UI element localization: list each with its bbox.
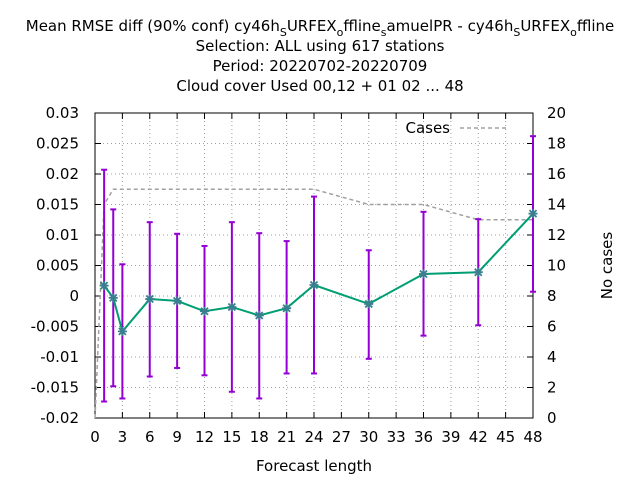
- data-point-marker: [145, 294, 155, 304]
- data-point-marker: [309, 280, 319, 290]
- x-tick-label: 6: [145, 428, 155, 446]
- diff-series: [99, 209, 538, 336]
- y2-tick-label: 12: [547, 226, 566, 244]
- data-point-marker: [172, 296, 182, 306]
- y2-tick-label: 14: [547, 196, 566, 214]
- data-point-marker: [117, 326, 127, 336]
- y2-tick-label: 18: [547, 135, 566, 153]
- y2-tick-label: 4: [547, 348, 557, 366]
- chart-title-line: Mean RMSE diff (90% conf) cy46hS​URFEXo​…: [26, 17, 615, 39]
- chart-title-line: Cloud cover Used 00,12 + 01 02 ... 48: [176, 77, 463, 95]
- x-tick-label: 36: [414, 428, 433, 446]
- y2-axis-label: No cases: [598, 232, 616, 300]
- data-point-marker: [108, 293, 118, 303]
- ticks: 0 3 6 9 12 15 18 21 24 27 30 33 36 39 42 45 48-0.02-0.01…: [31, 104, 566, 446]
- x-tick-label: 27: [332, 428, 351, 446]
- y2-tick-label: 6: [547, 318, 557, 336]
- errorbars: [101, 135, 536, 403]
- y-tick-label: 0.03: [46, 104, 79, 122]
- x-tick-label: 45: [496, 428, 515, 446]
- x-tick-label: 3: [118, 428, 128, 446]
- y2-tick-label: 2: [547, 379, 557, 397]
- data-point-marker: [473, 267, 483, 277]
- x-tick-label: 42: [469, 428, 488, 446]
- y-tick-label: 0: [69, 287, 79, 305]
- legend-label: Cases: [405, 119, 450, 137]
- x-tick-label: 0: [90, 428, 100, 446]
- data-point-marker: [528, 209, 538, 219]
- y-tick-label: 0.02: [46, 165, 79, 183]
- y2-tick-label: 0: [547, 409, 557, 427]
- x-tick-label: 48: [523, 428, 542, 446]
- chart-title-line: Selection: ALL using 617 stations: [196, 37, 445, 55]
- diff-line: [103, 212, 534, 334]
- y-tick-label: -0.02: [40, 409, 79, 427]
- x-tick-label: 12: [195, 428, 214, 446]
- data-point-marker: [419, 269, 428, 279]
- x-tick-label: 24: [304, 428, 323, 446]
- legend: Cases: [405, 119, 506, 137]
- cases-series: [94, 188, 533, 419]
- cases-line: [94, 188, 533, 419]
- y-tick-label: 0.005: [36, 257, 79, 275]
- y-tick-label: -0.005: [31, 318, 79, 336]
- chart-title: Mean RMSE diff (90% conf) cy46hS​URFEXo​…: [26, 17, 615, 95]
- data-point-marker: [200, 306, 209, 316]
- data-point-marker: [364, 299, 374, 309]
- x-tick-label: 39: [441, 428, 460, 446]
- y2-tick-label: 16: [547, 165, 566, 183]
- x-tick-label: 15: [222, 428, 241, 446]
- y2-tick-label: 20: [547, 104, 566, 122]
- x-tick-label: 18: [250, 428, 269, 446]
- data-point-marker: [99, 281, 109, 291]
- data-point-marker: [282, 303, 292, 313]
- x-axis-label: Forecast length: [256, 457, 372, 475]
- x-tick-label: 30: [359, 428, 378, 446]
- y2-tick-label: 8: [547, 287, 557, 305]
- y-tick-label: 0.01: [46, 226, 79, 244]
- y2-tick-label: 10: [547, 257, 566, 275]
- chart-title-line: Period: 20220702-20220709: [213, 57, 428, 75]
- y-tick-label: 0.025: [36, 135, 79, 153]
- x-tick-label: 21: [277, 428, 296, 446]
- y-tick-label: -0.01: [40, 348, 79, 366]
- y-tick-label: 0.015: [36, 196, 79, 214]
- data-point-marker: [227, 302, 237, 312]
- x-tick-label: 33: [387, 428, 406, 446]
- y-tick-label: -0.015: [31, 379, 79, 397]
- x-tick-label: 9: [172, 428, 182, 446]
- data-point-marker: [254, 311, 264, 321]
